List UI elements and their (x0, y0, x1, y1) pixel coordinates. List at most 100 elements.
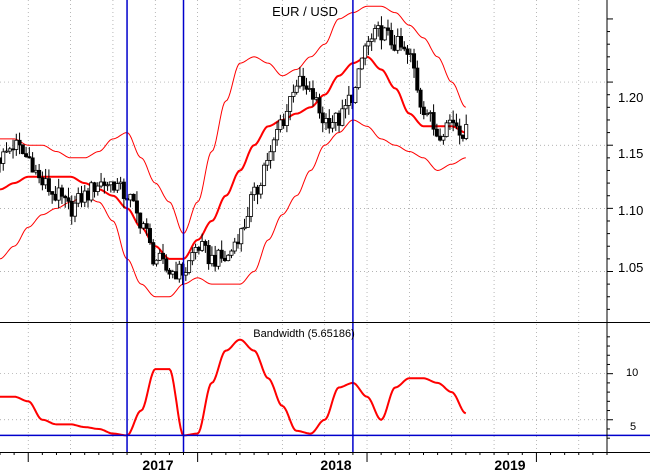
candle-body (438, 135, 443, 141)
candle-body (447, 119, 452, 124)
candle-body (441, 136, 446, 141)
candle-body (50, 191, 55, 195)
candle (284, 104, 289, 133)
candle-body (428, 112, 433, 114)
candle-body (418, 89, 423, 108)
candle-body (200, 241, 205, 251)
candle-body (154, 259, 159, 265)
candle-body (327, 117, 332, 129)
candle (262, 162, 267, 187)
bandwidth-title: Bandwidth (5.65186) (253, 328, 355, 340)
candle (108, 181, 113, 193)
candle (405, 45, 410, 64)
candle (359, 57, 364, 71)
candle-body (30, 157, 35, 173)
candle-body (69, 200, 74, 217)
candle (209, 246, 214, 267)
candle-body (24, 153, 29, 158)
candle-body (63, 195, 68, 199)
candle-body (37, 169, 42, 179)
candle (379, 16, 384, 50)
candle-body (11, 148, 16, 151)
candle (457, 118, 462, 145)
candle (447, 114, 452, 130)
candle-body (174, 271, 179, 280)
candle-body (249, 194, 254, 217)
candle (346, 85, 351, 115)
candle-body (229, 250, 234, 256)
candle-body (242, 226, 247, 230)
candle (275, 121, 280, 146)
candle-body (363, 45, 368, 59)
candle-body (353, 87, 358, 103)
candle-body (222, 257, 227, 262)
candle (385, 19, 390, 36)
candle (232, 237, 237, 254)
candle-body (454, 122, 459, 127)
candle-body (356, 68, 361, 88)
candle (310, 80, 315, 107)
candle (434, 123, 439, 138)
candle-body (389, 30, 394, 46)
candle (363, 43, 368, 66)
candle-body (59, 187, 64, 197)
candle (53, 186, 58, 202)
candle (203, 239, 208, 253)
candle (343, 99, 348, 119)
y-tick-label: 1.20 (618, 90, 643, 105)
candle (288, 96, 293, 121)
candle-body (405, 48, 410, 55)
candle-body (4, 150, 9, 153)
candle-body (415, 67, 420, 91)
candle-body (464, 124, 469, 139)
candle-body (43, 178, 48, 186)
candle-body (76, 193, 81, 204)
candle (258, 182, 263, 199)
candle-body (20, 144, 25, 155)
candle-body (151, 242, 156, 265)
candle (340, 99, 345, 127)
candle-body (366, 41, 371, 47)
candle (46, 169, 51, 196)
candle-body (134, 200, 139, 214)
candle (206, 240, 211, 270)
candle-body (255, 186, 260, 195)
candle (428, 110, 433, 122)
candle-body (193, 246, 198, 253)
candle (72, 195, 77, 223)
candle (43, 168, 48, 190)
candle-body (115, 183, 120, 191)
bandwidth-line (0, 338, 467, 437)
candle-body (271, 139, 276, 153)
candle-body (431, 112, 436, 130)
candle-body (1, 151, 6, 164)
candle-body (226, 254, 231, 262)
candle (14, 133, 19, 156)
candle-body (278, 119, 283, 130)
candle-body (425, 113, 430, 116)
candle (79, 185, 84, 208)
candle (177, 260, 182, 283)
candle-body (369, 38, 374, 42)
candle-body (170, 271, 175, 275)
upper-band-line (0, 5, 467, 235)
candle-body (141, 223, 146, 229)
candle (464, 114, 469, 141)
candle (154, 259, 159, 267)
candle (200, 233, 205, 252)
candle (402, 41, 407, 52)
candle (30, 152, 35, 173)
candle (460, 134, 465, 142)
candle (395, 28, 400, 54)
y-tick-label: 1.10 (618, 203, 643, 218)
candle (301, 67, 306, 91)
candle-body (177, 263, 182, 280)
candle-body (402, 46, 407, 50)
candle (144, 218, 149, 236)
candle-body (340, 108, 345, 126)
candle-body (121, 181, 126, 199)
candle-body (105, 184, 110, 187)
candle (4, 142, 9, 153)
candle (281, 113, 286, 129)
